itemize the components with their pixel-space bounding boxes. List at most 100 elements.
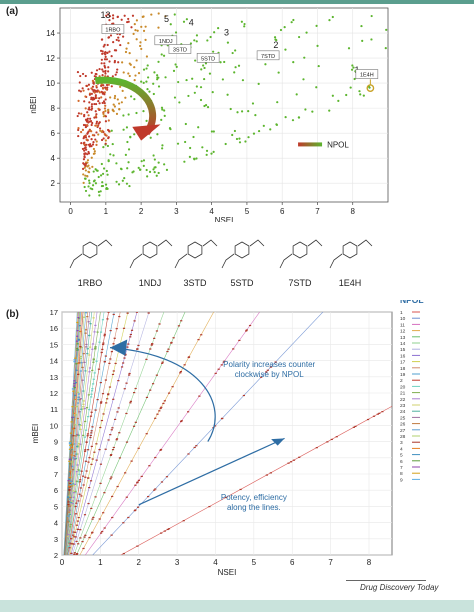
data-point bbox=[99, 331, 103, 333]
data-point bbox=[87, 185, 90, 188]
data-point bbox=[81, 128, 85, 131]
data-point bbox=[112, 103, 115, 106]
data-point bbox=[137, 166, 140, 169]
data-point bbox=[90, 390, 94, 392]
data-point bbox=[92, 359, 95, 361]
data-point bbox=[94, 348, 97, 350]
data-point bbox=[130, 460, 133, 462]
data-point bbox=[184, 140, 187, 144]
data-point bbox=[109, 358, 112, 360]
data-point bbox=[111, 373, 115, 376]
data-point bbox=[97, 133, 100, 136]
data-point bbox=[78, 424, 81, 426]
data-point bbox=[67, 511, 71, 513]
data-point bbox=[73, 359, 76, 361]
data-point bbox=[146, 64, 149, 67]
x-tick-label: 1 bbox=[98, 558, 103, 567]
data-point bbox=[87, 321, 90, 323]
data-point bbox=[77, 339, 80, 341]
data-point bbox=[144, 38, 147, 41]
data-point bbox=[101, 91, 104, 94]
chain-bond bbox=[97, 239, 113, 247]
data-point bbox=[80, 495, 83, 497]
data-point bbox=[76, 321, 79, 324]
data-point bbox=[117, 380, 120, 382]
data-point bbox=[68, 509, 71, 511]
data-point bbox=[136, 481, 139, 483]
data-point bbox=[73, 387, 76, 389]
data-point bbox=[84, 174, 87, 177]
data-point bbox=[153, 166, 156, 169]
data-point bbox=[104, 98, 107, 101]
data-point bbox=[99, 482, 102, 484]
data-point bbox=[122, 552, 125, 555]
data-point bbox=[83, 514, 87, 516]
legend-entry-label: 10 bbox=[400, 316, 406, 322]
data-point bbox=[92, 96, 95, 99]
compound-tag: 1E4H bbox=[355, 69, 379, 79]
y-tick-label: 6 bbox=[51, 129, 56, 138]
molecule-label: 1NDJ bbox=[138, 278, 162, 288]
data-point bbox=[82, 316, 86, 318]
data-point bbox=[90, 532, 94, 534]
data-point bbox=[77, 126, 80, 130]
legend-entry-label: 11 bbox=[400, 322, 405, 328]
data-point bbox=[245, 330, 248, 332]
data-point bbox=[172, 337, 175, 339]
data-point bbox=[104, 142, 107, 145]
data-point bbox=[82, 123, 86, 127]
data-point bbox=[74, 424, 77, 426]
data-point bbox=[103, 335, 106, 337]
data-point bbox=[104, 115, 108, 118]
data-point bbox=[95, 84, 98, 88]
data-point bbox=[70, 552, 73, 554]
data-points bbox=[76, 12, 388, 197]
data-point bbox=[283, 26, 286, 29]
data-point bbox=[91, 343, 95, 345]
data-point bbox=[67, 503, 70, 506]
data-point bbox=[248, 324, 252, 327]
data-point bbox=[110, 85, 113, 88]
data-point bbox=[77, 99, 80, 102]
data-point bbox=[87, 88, 90, 91]
data-point bbox=[90, 123, 93, 127]
data-point bbox=[187, 94, 190, 98]
data-point bbox=[86, 348, 89, 350]
data-point bbox=[133, 320, 136, 322]
data-point bbox=[316, 44, 319, 47]
data-point bbox=[90, 96, 93, 99]
x-tick-label: 7 bbox=[315, 207, 320, 216]
data-point bbox=[78, 81, 81, 84]
data-point bbox=[173, 96, 177, 99]
data-point bbox=[77, 516, 80, 519]
npol-line bbox=[79, 312, 215, 555]
data-point bbox=[101, 348, 104, 350]
data-point bbox=[180, 420, 183, 423]
data-point bbox=[211, 91, 214, 94]
data-point bbox=[157, 161, 160, 164]
data-point bbox=[112, 41, 115, 44]
data-point bbox=[113, 337, 116, 339]
y-tick-label: 10 bbox=[46, 79, 55, 88]
data-point bbox=[81, 366, 84, 369]
data-point bbox=[103, 492, 106, 494]
data-point bbox=[183, 160, 186, 163]
data-point bbox=[305, 31, 308, 34]
ring-bond bbox=[187, 241, 203, 259]
data-point bbox=[89, 119, 93, 123]
data-point bbox=[83, 113, 86, 117]
data-point bbox=[111, 516, 114, 519]
data-point bbox=[70, 504, 73, 506]
legend-entry-label: 23 bbox=[400, 403, 406, 409]
potency-annotation-line: Potency, efficiency bbox=[221, 493, 287, 502]
data-point bbox=[303, 56, 306, 59]
data-point bbox=[157, 26, 160, 29]
x-tick-label: 7 bbox=[328, 558, 333, 567]
data-point bbox=[79, 90, 83, 93]
compound-tag-box bbox=[101, 24, 125, 34]
data-point bbox=[244, 140, 247, 143]
data-point bbox=[94, 115, 98, 118]
data-point bbox=[89, 346, 92, 348]
data-point bbox=[102, 342, 105, 344]
data-point bbox=[152, 168, 155, 171]
